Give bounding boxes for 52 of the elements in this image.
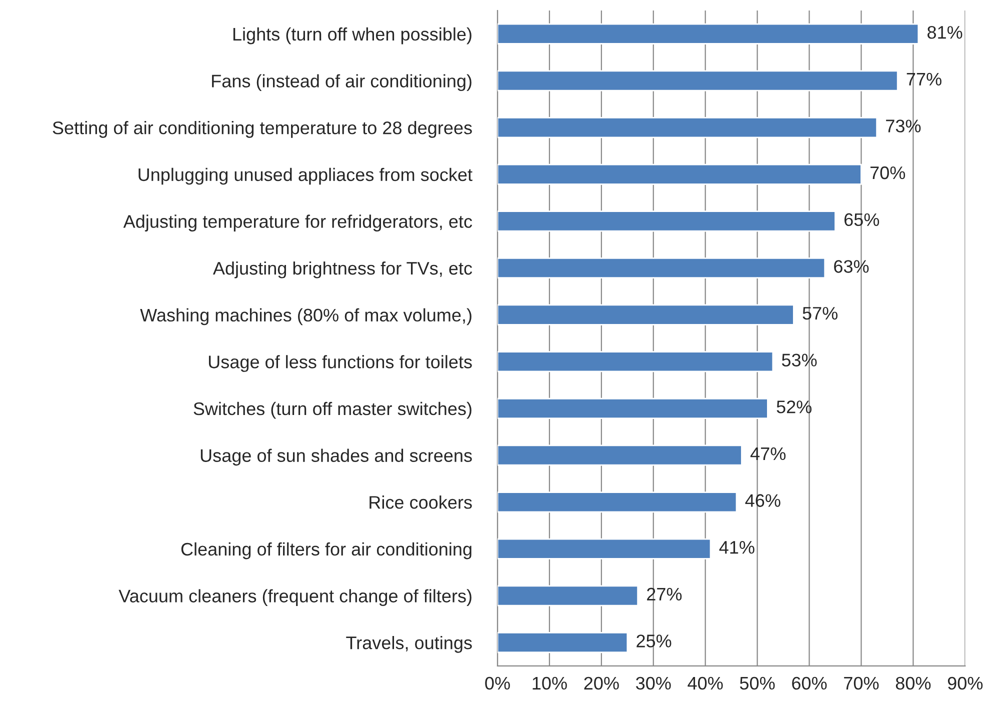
data-label: 63% <box>834 260 869 273</box>
y-tick-label: Usage of sun shades and screens <box>200 448 472 466</box>
y-tick-label: Setting of air conditioning temperature to 28 degrees <box>52 121 472 138</box>
data-label: 70% <box>870 166 906 180</box>
x-tick-label: 30% <box>636 676 671 690</box>
bar <box>498 444 742 466</box>
data-label: 53% <box>782 354 817 366</box>
data-label: 47% <box>750 447 786 460</box>
bar <box>498 70 898 92</box>
bar <box>498 257 826 279</box>
data-label: 65% <box>844 213 880 226</box>
x-tick-label: 80% <box>896 676 931 690</box>
bar <box>498 23 920 44</box>
x-tick-label: 40% <box>688 676 723 690</box>
y-tick-label: Washing machines (80% of max volume,) <box>140 308 472 326</box>
bar <box>498 351 774 372</box>
x-tick-label: 10% <box>532 676 567 690</box>
y-tick-label: Usage of less functions for toilets <box>208 355 472 372</box>
x-tick-label: 20% <box>584 676 619 690</box>
y-tick-label: Adjusting temperature for refridgerators, etc <box>123 214 472 232</box>
bar <box>498 164 862 185</box>
bar <box>498 117 878 138</box>
data-label: 52% <box>776 400 812 414</box>
y-tick-label: Unplugging unused appliaces from socket <box>138 168 472 185</box>
data-label: 27% <box>647 588 682 600</box>
y-tick-label: Switches (turn off master switches) <box>194 402 472 419</box>
x-tick-label: 50% <box>740 676 775 690</box>
y-tick-label: Rice cookers <box>370 496 472 509</box>
data-label: 81% <box>928 26 962 39</box>
data-label: 73% <box>886 120 921 132</box>
bar <box>498 632 628 654</box>
y-tick-label: Vacuum cleaners (frequent change of filters) <box>118 589 472 606</box>
data-label: 57% <box>802 306 838 320</box>
x-tick-label: 60% <box>792 676 827 690</box>
data-label: 46% <box>745 494 780 507</box>
bar <box>498 304 794 326</box>
data-label: 77% <box>906 72 942 86</box>
y-tick-label: Lights (turn off when possible) <box>233 27 472 44</box>
bar <box>498 210 836 232</box>
bar <box>498 398 768 419</box>
bar <box>498 492 738 513</box>
data-label: 41% <box>719 541 754 554</box>
bar <box>498 585 638 606</box>
x-tick-label: 70% <box>844 676 879 690</box>
x-tick-label: 90% <box>948 676 983 690</box>
y-tick-label: Fans (instead of air conditioning) <box>212 74 472 92</box>
data-label: 25% <box>636 634 672 648</box>
y-tick-label: Adjusting brightness for TVs, etc <box>212 261 472 278</box>
x-tick-label: 0% <box>485 676 510 690</box>
y-tick-label: Cleaning of filters for air conditioning <box>181 542 472 560</box>
y-tick-label: Travels, outings <box>346 636 472 653</box>
bar <box>498 538 712 560</box>
